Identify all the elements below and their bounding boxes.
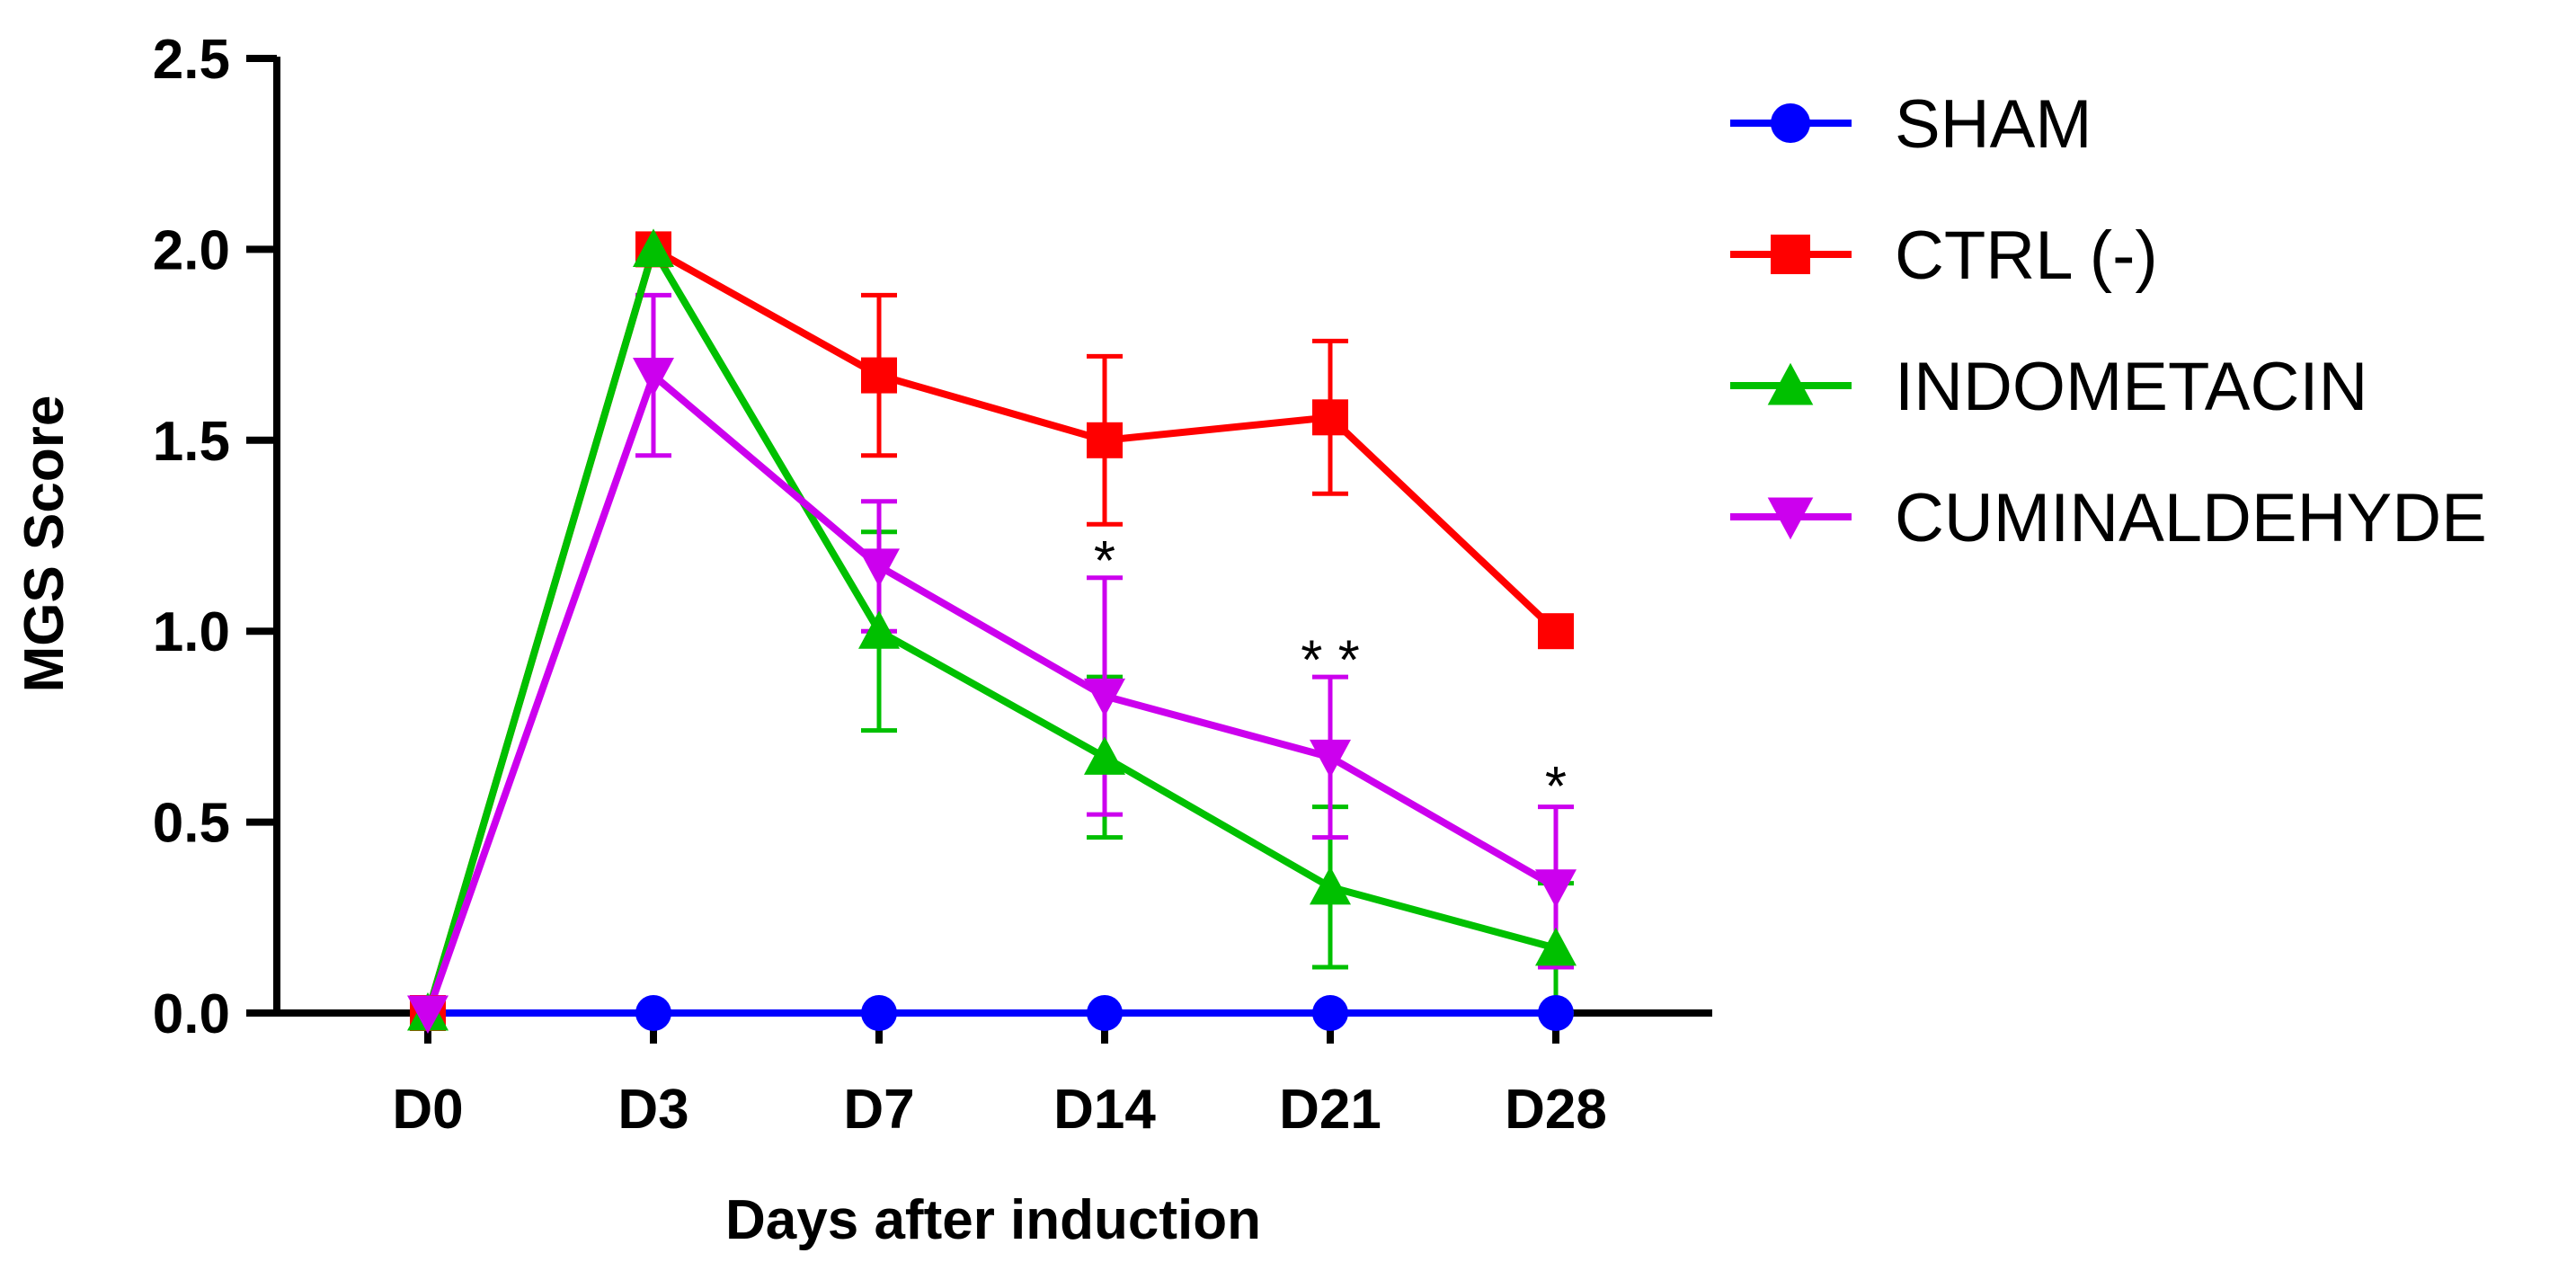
- cuminaldehyde-point: [1535, 869, 1577, 908]
- legend-label-sham: SHAM: [1895, 86, 2092, 163]
- y-axis-title: MGS Score: [13, 396, 76, 693]
- x-tick-label: D7: [843, 1079, 914, 1141]
- legend-label-ctrl: CTRL (-): [1895, 218, 2158, 294]
- x-tick-label: D28: [1505, 1079, 1607, 1141]
- ctrl-point: [1538, 613, 1574, 650]
- x-tick-label: D14: [1053, 1079, 1156, 1141]
- legend: SHAM CTRL (-) INDOMETACIN CUMINALDEHYDE: [1730, 86, 2487, 556]
- indometacin-point: [1535, 927, 1577, 966]
- sham-point: [1312, 995, 1348, 1031]
- sham-point: [1087, 995, 1123, 1031]
- indometacin-point: [633, 228, 674, 267]
- indometacin-point: [1084, 736, 1125, 775]
- significance-annotations: * * * *: [1094, 530, 1567, 818]
- sham-point: [1538, 995, 1574, 1031]
- legend-marker-cuminaldehyde: [1767, 497, 1814, 540]
- ctrl-point: [1087, 422, 1123, 458]
- indometacin-point: [858, 610, 900, 649]
- x-tick-label: D21: [1279, 1079, 1381, 1141]
- y-tick-label: 1.5: [153, 411, 230, 473]
- y-tick-label: 2.0: [153, 219, 230, 281]
- y-tick-label: 0.5: [153, 793, 230, 855]
- indometacin-line: [424, 245, 1558, 1015]
- legend-marker-indometacin: [1767, 362, 1814, 405]
- sham-point: [861, 995, 897, 1031]
- cuminaldehyde-point: [633, 358, 674, 396]
- x-tick-label: D3: [617, 1079, 688, 1141]
- cuminaldehyde-point: [407, 995, 449, 1034]
- significance-mark: * *: [1301, 630, 1359, 692]
- x-axis-title: Days after induction: [725, 1189, 1261, 1251]
- y-tick-label: 0.0: [153, 983, 230, 1045]
- series-lines: [424, 245, 1559, 1017]
- sham-point: [635, 995, 671, 1031]
- cuminaldehyde-point: [1084, 678, 1125, 717]
- indometacin-point: [1310, 866, 1351, 905]
- error-bars: [635, 292, 1574, 1016]
- series-markers: [407, 228, 1577, 1034]
- significance-mark: *: [1094, 530, 1115, 592]
- x-tick-label: D0: [392, 1079, 463, 1141]
- ctrl-point: [1312, 399, 1348, 436]
- y-tick-label: 2.5: [153, 29, 230, 91]
- ctrl-point: [861, 357, 897, 394]
- legend-label-indometacin: INDOMETACIN: [1895, 349, 2367, 425]
- cuminaldehyde-point: [858, 548, 900, 587]
- legend-label-cuminaldehyde: CUMINALDEHYDE: [1895, 480, 2487, 556]
- y-tick-label: 1.0: [153, 601, 230, 663]
- cuminaldehyde-line: [424, 371, 1558, 1015]
- cuminaldehyde-point: [1310, 739, 1351, 778]
- significance-mark: *: [1545, 756, 1567, 818]
- legend-marker-sham: [1771, 103, 1810, 143]
- legend-marker-ctrl: [1771, 235, 1810, 274]
- axes: 0.0 0.5 1.0 1.5 2.0 2.5 D0 D3 D7 D14 D21 D28: [153, 29, 1712, 1141]
